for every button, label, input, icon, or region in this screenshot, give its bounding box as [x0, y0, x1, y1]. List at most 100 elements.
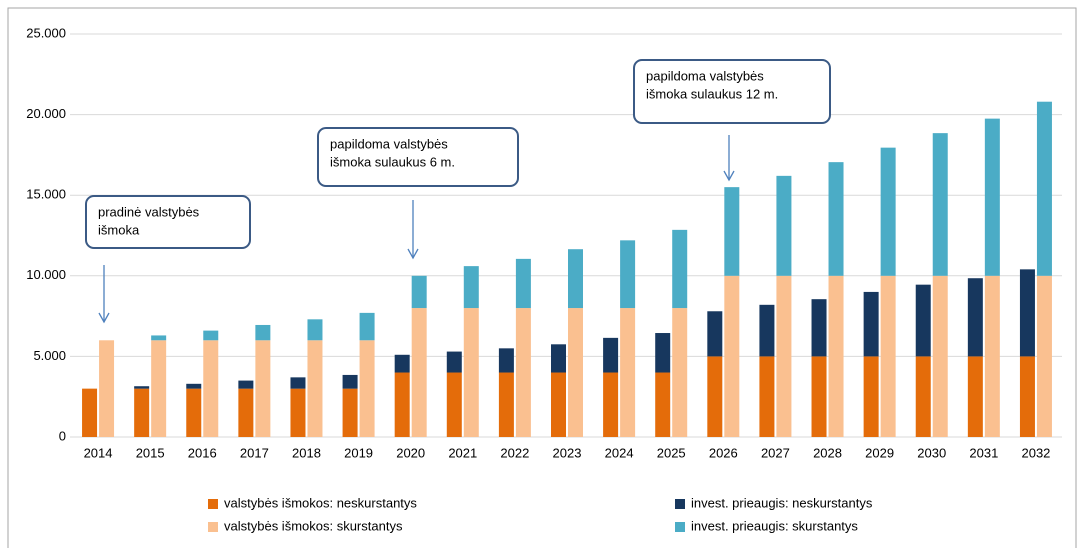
bar-segment [446, 351, 462, 373]
bar-segment [880, 275, 896, 437]
bar-segment [655, 333, 671, 373]
x-tick-label: 2026 [709, 445, 738, 460]
bar-segment [551, 344, 566, 373]
callout-text: išmoka [98, 222, 140, 237]
bar-segment [411, 308, 427, 437]
bar-segment [99, 340, 115, 437]
bar-segment [151, 340, 167, 437]
x-tick-label: 2016 [188, 445, 217, 460]
x-tick-label: 2024 [605, 445, 634, 460]
bar-segment [863, 356, 879, 437]
bar-segment [707, 311, 723, 357]
x-tick-label: 2022 [500, 445, 529, 460]
y-tick-label: 5.000 [33, 348, 66, 363]
legend-swatch [208, 522, 218, 532]
bar-segment [568, 249, 583, 309]
bar-segment [707, 356, 723, 437]
bar-segment [828, 275, 844, 437]
bar-segment [1036, 101, 1052, 276]
x-tick-label: 2018 [292, 445, 321, 460]
legend-label: valstybės išmokos: skurstantys [224, 518, 403, 533]
callout-box [317, 127, 519, 187]
bar-segment [620, 240, 636, 309]
bar-segment [915, 284, 931, 357]
bar-segment [82, 388, 98, 437]
x-tick-label: 2025 [657, 445, 686, 460]
x-tick-label: 2029 [865, 445, 894, 460]
y-tick-label: 25.000 [26, 25, 66, 40]
bar-segment [1019, 356, 1035, 437]
bar-segment [186, 388, 202, 437]
bar-segment [672, 308, 688, 437]
legend-swatch [675, 522, 685, 532]
legend-label: invest. prieaugis: neskurstantys [691, 495, 873, 510]
bar-segment [394, 372, 410, 437]
x-tick-label: 2020 [396, 445, 425, 460]
bar-segment [203, 340, 219, 437]
bar-segment [238, 388, 254, 437]
bar-segment [498, 348, 514, 373]
callout-text: pradinė valstybės [98, 204, 200, 219]
bar-segment [967, 278, 983, 357]
bar-segment [967, 356, 983, 437]
bar-segment [1019, 269, 1035, 357]
bar-segment [915, 356, 931, 437]
bar-segment [620, 308, 636, 437]
bar-segment [359, 312, 375, 341]
bar-segment [394, 354, 410, 373]
legend-swatch [208, 499, 218, 509]
legend-label: valstybės išmokos: neskurstantys [224, 495, 417, 510]
bar-segment [603, 372, 619, 437]
bar-segment [672, 229, 688, 309]
legend-label: invest. prieaugis: skurstantys [691, 518, 858, 533]
bar-segment [463, 308, 479, 437]
x-tick-label: 2027 [761, 445, 790, 460]
bar-segment [255, 324, 271, 341]
callout-text: papildoma valstybės [330, 136, 448, 151]
x-tick-label: 2032 [1021, 445, 1050, 460]
bar-segment [655, 372, 671, 437]
callout-box [633, 59, 831, 124]
bar-segment [463, 266, 479, 309]
callout-arrowhead [723, 170, 735, 182]
callout-arrowhead [98, 312, 110, 324]
bar-segment [932, 275, 948, 437]
x-tick-label: 2019 [344, 445, 373, 460]
bar-segment [568, 308, 583, 437]
chart-frame [7, 7, 1077, 548]
bar-segment [255, 340, 271, 437]
bar-segment [551, 372, 566, 437]
x-tick-label: 2015 [136, 445, 165, 460]
bar-segment [863, 291, 879, 357]
bar-segment [238, 380, 254, 389]
y-tick-label: 20.000 [26, 106, 66, 121]
bar-segment [759, 304, 775, 357]
x-tick-label: 2021 [448, 445, 477, 460]
x-tick-label: 2031 [969, 445, 998, 460]
bar-segment [342, 388, 358, 437]
bar-segment [203, 330, 219, 341]
x-tick-label: 2014 [84, 445, 113, 460]
callout-arrowhead [407, 248, 419, 260]
y-tick-label: 0 [59, 428, 66, 443]
bar-segment [603, 337, 619, 373]
bar-segment [359, 340, 375, 437]
x-tick-label: 2030 [917, 445, 946, 460]
bar-segment [724, 187, 740, 276]
x-tick-label: 2017 [240, 445, 269, 460]
bar-segment [811, 299, 827, 357]
x-tick-label: 2023 [553, 445, 582, 460]
y-tick-label: 15.000 [26, 187, 66, 202]
bar-segment [290, 377, 306, 389]
x-tick-label: 2028 [813, 445, 842, 460]
y-tick-label: 10.000 [26, 267, 66, 282]
bar-segment [290, 388, 306, 437]
bar-segment [984, 118, 1000, 276]
bar-segment [776, 275, 792, 437]
bar-segment [151, 335, 167, 341]
bar-segment [515, 308, 531, 437]
callout-box [85, 195, 251, 249]
bar-segment [811, 356, 827, 437]
bar-segment [828, 162, 844, 276]
